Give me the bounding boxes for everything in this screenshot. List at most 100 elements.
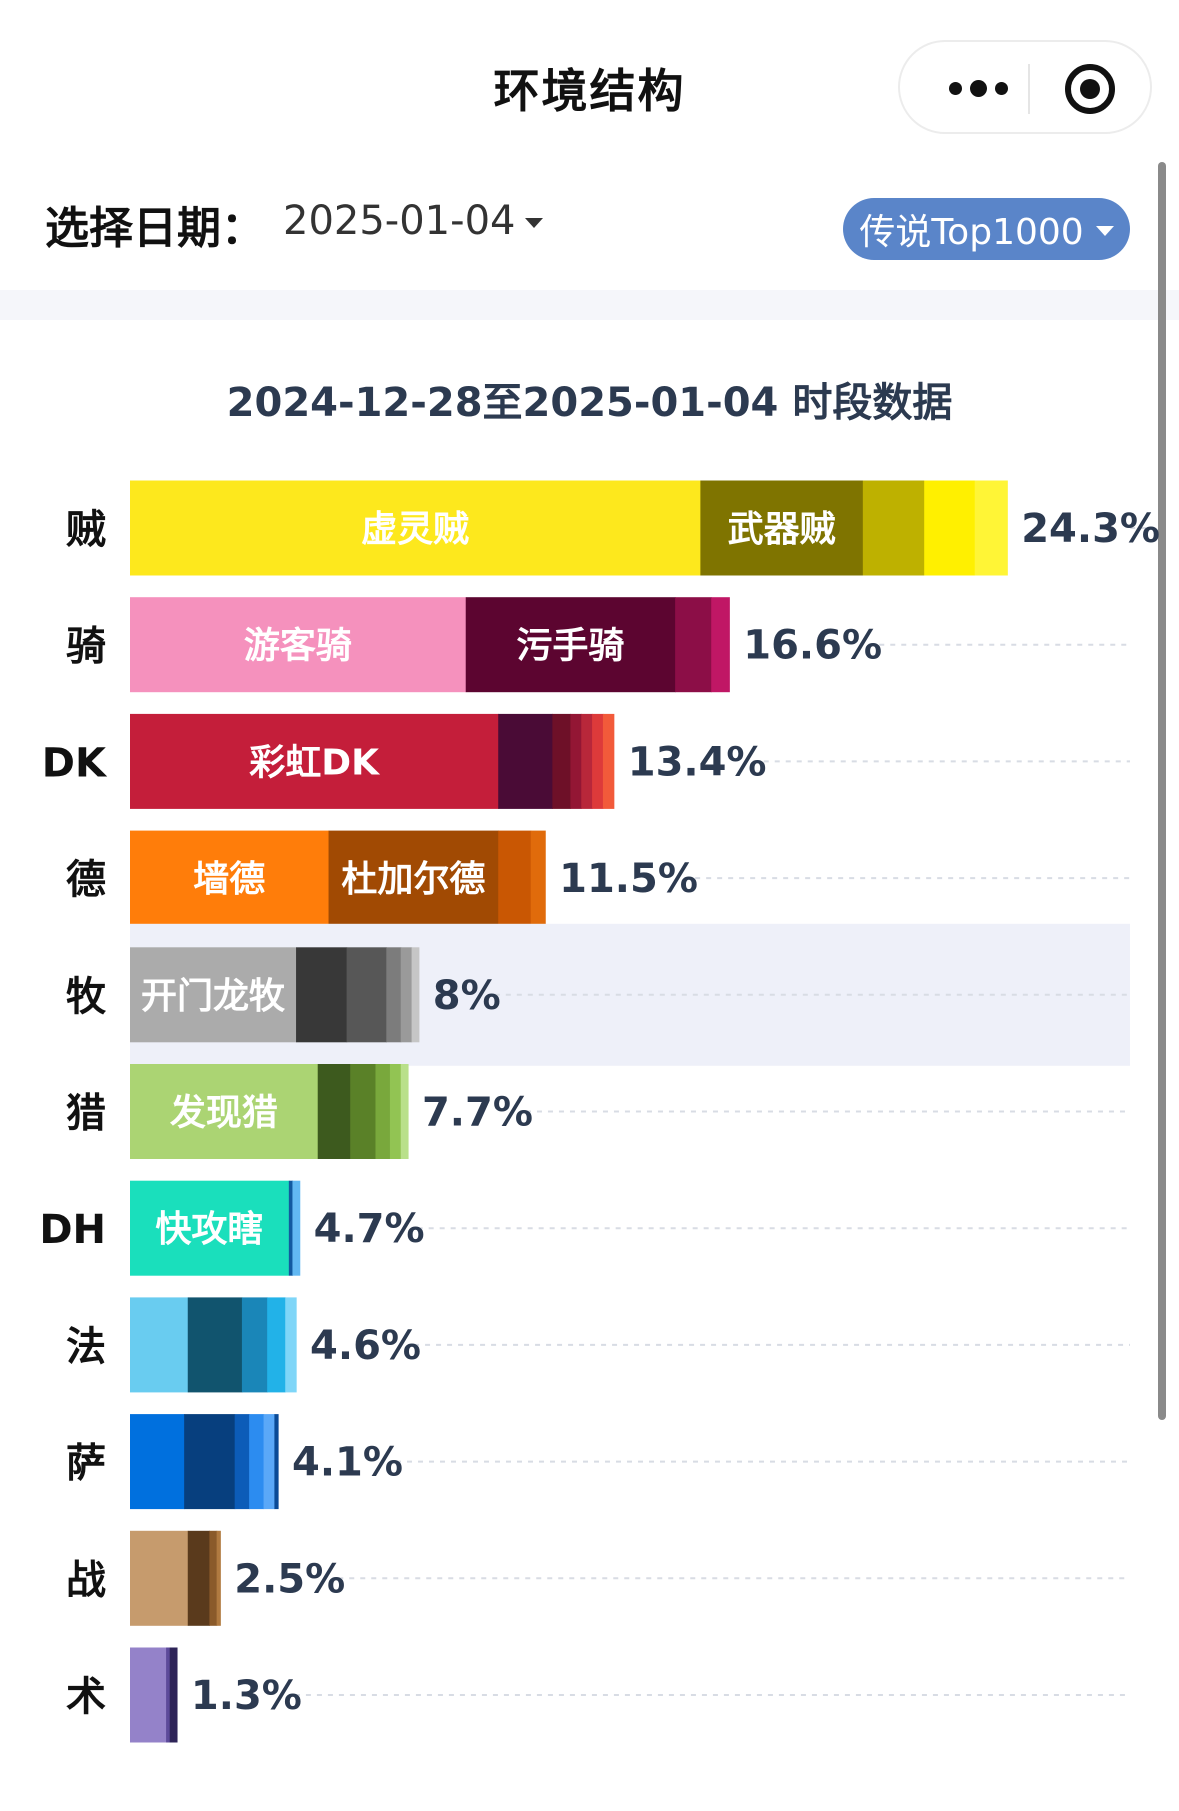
bar-segment[interactable] xyxy=(209,1530,218,1626)
segment-label: 游客骑 xyxy=(244,626,352,667)
category-label: 牧 xyxy=(66,974,107,1020)
total-value-label: 1.3% xyxy=(191,1673,302,1719)
bar-segment[interactable] xyxy=(862,480,925,576)
bar-segment[interactable] xyxy=(317,1064,351,1159)
segment-label: 虚灵贼 xyxy=(361,509,469,550)
bar-segment[interactable] xyxy=(130,1647,167,1743)
bar-segment[interactable] xyxy=(530,830,546,926)
bar-segment[interactable] xyxy=(328,830,499,926)
bar-segment[interactable] xyxy=(130,1297,189,1393)
bar-segment[interactable] xyxy=(581,713,593,809)
bar-segment[interactable] xyxy=(184,1414,236,1510)
bar-segment[interactable] xyxy=(375,1064,391,1159)
bar-segment[interactable] xyxy=(570,713,582,809)
category-label: 骑 xyxy=(66,624,106,670)
segment-label: 墙德 xyxy=(193,859,265,900)
total-value-label: 11.5% xyxy=(559,856,698,902)
category-label: 贼 xyxy=(66,507,106,553)
rank-filter-button[interactable]: 传说Top1000 xyxy=(843,198,1130,260)
segment-label: 发现猎 xyxy=(170,1093,278,1134)
bar-segment[interactable] xyxy=(292,1180,301,1276)
close-target-icon[interactable] xyxy=(1065,64,1115,114)
bar-segment[interactable] xyxy=(411,947,420,1043)
bar-segment[interactable] xyxy=(602,713,615,809)
segment-label: 武器贼 xyxy=(728,509,836,550)
bar-segment[interactable] xyxy=(974,480,1008,576)
date-value: 2025-01-04 xyxy=(283,198,516,244)
nav-bar: 环境结构 xyxy=(0,0,1179,180)
bar-segment[interactable] xyxy=(498,830,532,926)
bar-segment[interactable] xyxy=(274,1414,279,1510)
bar-segment[interactable] xyxy=(400,1064,409,1159)
bar-segment[interactable] xyxy=(350,1064,377,1159)
bar-segment[interactable] xyxy=(267,1297,286,1393)
bar-segment[interactable] xyxy=(130,1180,290,1276)
bar-segment[interactable] xyxy=(130,830,330,926)
chart-title: 2024-12-28至2025-01-04 时段数据 xyxy=(226,380,953,426)
date-label: 选择日期： xyxy=(45,203,265,254)
bar-segment[interactable] xyxy=(288,1180,294,1276)
category-label: DH xyxy=(39,1207,106,1253)
more-icon[interactable] xyxy=(930,70,1026,106)
rank-filter-label: 传说Top1000 xyxy=(859,212,1084,253)
segment-label: 开门龙牧 xyxy=(141,976,286,1017)
capsule-divider xyxy=(1028,64,1030,114)
caret-down-icon xyxy=(525,218,544,228)
category-label: 萨 xyxy=(66,1441,106,1487)
category-label: 德 xyxy=(66,857,106,903)
bar-segment[interactable] xyxy=(187,1297,243,1393)
bar-segment[interactable] xyxy=(263,1414,275,1510)
bar-segment[interactable] xyxy=(498,713,553,809)
bar-segment[interactable] xyxy=(130,597,467,693)
bar-segment[interactable] xyxy=(241,1297,268,1393)
segment-label: 污手骑 xyxy=(516,626,624,667)
scrollbar[interactable] xyxy=(1158,162,1166,1420)
bar-segment[interactable] xyxy=(386,947,402,1043)
bar-segment[interactable] xyxy=(130,947,297,1043)
bar-segment[interactable] xyxy=(400,947,413,1043)
total-value-label: 24.3% xyxy=(1021,506,1160,552)
bar-segment[interactable] xyxy=(130,1414,185,1510)
segment-label: 杜加尔德 xyxy=(341,859,485,900)
bar-segment[interactable] xyxy=(700,480,864,576)
bar-segment[interactable] xyxy=(296,947,348,1043)
bar-segment[interactable] xyxy=(592,713,604,809)
bar-segment[interactable] xyxy=(166,1647,171,1743)
bar-segment[interactable] xyxy=(389,1064,402,1159)
category-label: DK xyxy=(42,740,108,786)
bar-segment[interactable] xyxy=(924,480,976,576)
bar-segment[interactable] xyxy=(249,1414,265,1510)
total-value-label: 16.6% xyxy=(743,623,882,669)
date-picker[interactable]: 2025-01-04 xyxy=(283,198,544,244)
bar-segment[interactable] xyxy=(216,1530,221,1626)
category-label: 术 xyxy=(66,1674,106,1720)
category-label: 猎 xyxy=(66,1091,106,1137)
section-divider xyxy=(0,290,1179,320)
bar-segment[interactable] xyxy=(169,1647,178,1743)
bar-segment[interactable] xyxy=(130,480,701,576)
bar-segment[interactable] xyxy=(130,713,499,809)
total-value-label: 4.7% xyxy=(314,1206,425,1252)
bar-segment[interactable] xyxy=(130,1530,189,1626)
total-value-label: 13.4% xyxy=(628,739,767,785)
total-value-label: 8% xyxy=(433,973,501,1019)
bar-segment[interactable] xyxy=(285,1297,297,1393)
caret-down-icon xyxy=(1095,226,1114,236)
bar-segment[interactable] xyxy=(465,597,676,693)
total-value-label: 7.7% xyxy=(422,1090,533,1136)
segment-label: 快攻瞎 xyxy=(155,1209,263,1250)
category-label: 法 xyxy=(66,1324,106,1370)
total-value-label: 4.1% xyxy=(292,1440,403,1486)
bar-segment[interactable] xyxy=(234,1414,250,1510)
bar-segment[interactable] xyxy=(130,1064,319,1159)
category-label: 战 xyxy=(66,1557,106,1603)
total-value-label: 2.5% xyxy=(234,1556,345,1602)
bar-segment[interactable] xyxy=(346,947,387,1043)
bar-segment[interactable] xyxy=(675,597,712,693)
bar-segment[interactable] xyxy=(552,713,572,809)
mini-program-capsule xyxy=(898,40,1152,134)
page-title: 环境结构 xyxy=(493,64,686,118)
bar-segment[interactable] xyxy=(711,597,730,693)
bar-segment[interactable] xyxy=(187,1530,211,1626)
